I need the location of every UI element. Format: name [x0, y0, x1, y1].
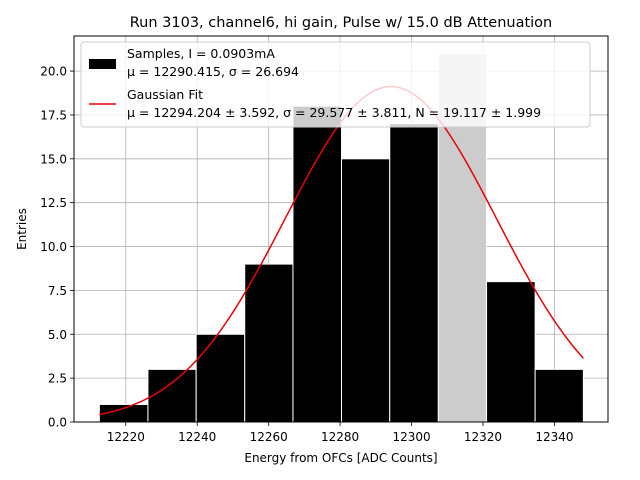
x-tick-label: 12260 — [250, 430, 288, 444]
histogram-bar — [534, 368, 584, 423]
histogram-bars — [98, 53, 584, 423]
y-tick-label: 15.0 — [40, 152, 67, 166]
histogram-bar — [195, 333, 246, 423]
x-tick-label: 12300 — [392, 430, 430, 444]
y-tick-label: 20.0 — [40, 65, 67, 79]
x-tick-label: 12240 — [178, 430, 216, 444]
legend-label-fit: Gaussian Fit — [127, 87, 203, 102]
x-tick-label: 12340 — [535, 430, 573, 444]
x-axis-label: Energy from OFCs [ADC Counts] — [244, 451, 437, 465]
y-tick-label: 17.5 — [40, 108, 67, 122]
y-tick-label: 12.5 — [40, 196, 67, 210]
legend-stats-samples: μ = 12290.415, σ = 26.694 — [127, 64, 299, 79]
histogram-bar — [389, 123, 439, 423]
histogram-bar — [244, 263, 294, 423]
plot-frame — [73, 35, 609, 423]
histogram-bar — [341, 158, 391, 423]
y-tick-label: 2.5 — [48, 372, 67, 386]
legend: Samples, I = 0.0903mA μ = 12290.415, σ =… — [80, 41, 591, 128]
y-axis-label: Entries — [15, 208, 29, 250]
legend-box — [80, 41, 591, 128]
chart-title: Run 3103, channel6, hi gain, Pulse w/ 15… — [130, 15, 553, 31]
x-tick-label: 12320 — [464, 430, 502, 444]
legend-label-samples: Samples, I = 0.0903mA — [127, 46, 275, 61]
x-tick-label: 12280 — [321, 430, 359, 444]
legend-swatch-samples — [89, 59, 116, 69]
histogram-bar — [486, 281, 536, 423]
y-tick-label: 0.0 — [48, 416, 67, 430]
histogram-bar — [147, 368, 197, 423]
axis-ticks: 12220 12240 12260 12280 12300 12320 12340 0.0 2.… — [40, 65, 573, 444]
y-tick-label: 7.5 — [48, 284, 67, 298]
histogram-bar — [292, 105, 343, 423]
y-tick-label: 10.0 — [40, 240, 67, 254]
x-tick-label: 12220 — [107, 430, 145, 444]
legend-stats-fit: μ = 12294.204 ± 3.592, σ = 29.577 ± 3.81… — [127, 105, 541, 120]
y-tick-label: 5.0 — [48, 328, 67, 342]
